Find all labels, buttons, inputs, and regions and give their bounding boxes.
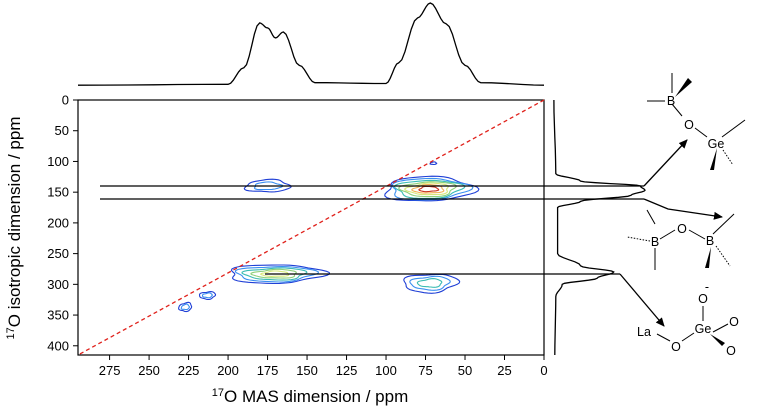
y-tick-label: 400 xyxy=(47,338,69,353)
contour-line xyxy=(180,303,190,311)
x-tick-label: 125 xyxy=(336,363,358,378)
structure-b-o-ge: B O Ge xyxy=(647,73,746,170)
atom-o-bridge: O xyxy=(677,222,687,236)
contour-line xyxy=(230,264,331,285)
atom-o-top: O xyxy=(698,292,708,306)
y-axis-title-text: O isotropic dimension / ppm xyxy=(5,117,24,328)
y-tick-label: 50 xyxy=(55,123,69,138)
charge-minus: - xyxy=(705,280,709,294)
contour-line xyxy=(260,270,290,277)
x-axis-title-text: O MAS dimension / ppm xyxy=(224,387,408,406)
contour-line xyxy=(178,301,193,313)
contour-line xyxy=(429,161,438,166)
contour-line xyxy=(403,273,461,294)
contour-line xyxy=(393,179,466,199)
structure-la-o-ge: La O Ge O - O O xyxy=(637,280,739,358)
x-tick-label: 25 xyxy=(497,363,511,378)
contour-line xyxy=(391,177,474,201)
contour-line xyxy=(198,291,217,301)
y-axis-title-superscript: 17 xyxy=(5,327,17,339)
x-axis: 275 250 225 200 175 150 125 100 75 50 25 0 xyxy=(99,355,548,378)
contour-line xyxy=(398,181,458,198)
x-tick-label: 50 xyxy=(458,363,472,378)
y-axis: 0 50 100 150 200 250 300 350 400 xyxy=(47,93,78,353)
x-tick-label: 100 xyxy=(375,363,397,378)
x-tick-label: 225 xyxy=(178,363,200,378)
y-tick-label: 100 xyxy=(47,154,69,169)
x-tick-label: 75 xyxy=(418,363,432,378)
contour-line xyxy=(234,266,320,283)
x-tick-label: 200 xyxy=(217,363,239,378)
x-axis-title: 17O MAS dimension / ppm xyxy=(212,387,409,406)
x-tick-label: 275 xyxy=(99,363,121,378)
atom-b-left: B xyxy=(651,235,659,249)
atom-ge-center: Ge xyxy=(695,322,712,336)
x-tick-label: 250 xyxy=(138,363,160,378)
isotropic-projection-trace xyxy=(553,99,646,356)
plot-area-frame xyxy=(77,99,545,356)
atom-o-lower: O xyxy=(726,344,736,358)
y-tick-label: 250 xyxy=(47,246,69,261)
diagonal-reference-line xyxy=(77,99,545,356)
structure-b-o-b: B O B xyxy=(626,209,735,270)
peak-connectors xyxy=(100,139,723,327)
atom-o: O xyxy=(684,118,694,132)
y-tick-label: 350 xyxy=(47,308,69,323)
y-tick-label: 0 xyxy=(62,93,69,108)
mas-projection-trace xyxy=(77,2,545,86)
atom-ge: Ge xyxy=(708,137,725,151)
y-tick-label: 200 xyxy=(47,215,69,230)
atom-o-bridge-la: O xyxy=(671,340,681,354)
contour-line xyxy=(201,292,213,299)
contour-layer xyxy=(178,161,480,313)
x-tick-label: 150 xyxy=(296,363,318,378)
x-axis-title-superscript: 17 xyxy=(212,387,224,399)
atom-b-right: B xyxy=(706,234,714,248)
atom-o-right: O xyxy=(729,315,739,329)
atom-b: B xyxy=(667,94,675,108)
x-tick-label: 0 xyxy=(540,363,547,378)
arrow-to-b-o-b xyxy=(643,198,723,220)
arrow-to-la-o-ge xyxy=(619,273,665,327)
contour-line xyxy=(404,182,449,196)
arrow-to-b-o-ge xyxy=(643,139,688,187)
contour-line xyxy=(250,268,297,279)
y-axis-title: 17O isotropic dimension / ppm xyxy=(5,117,24,340)
atom-la: La xyxy=(637,325,651,339)
contour-line xyxy=(241,267,308,281)
y-tick-label: 300 xyxy=(47,277,69,292)
x-tick-label: 175 xyxy=(257,363,279,378)
contour-line xyxy=(418,185,440,193)
contour-line xyxy=(416,278,443,288)
contour-line xyxy=(409,275,451,291)
y-tick-label: 150 xyxy=(47,185,69,200)
